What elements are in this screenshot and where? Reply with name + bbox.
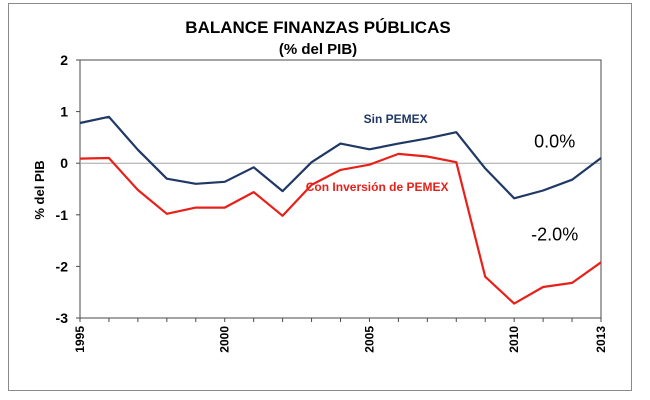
y-tick-label: 2 <box>60 52 68 68</box>
y-axis-ticks: 2 1 0 -1 -2 -3 <box>56 52 80 326</box>
y-tick-label: 1 <box>60 104 68 120</box>
y-axis-label: % del PIB <box>32 160 47 219</box>
x-tick-label: 2013 <box>594 326 608 353</box>
y-tick-label: -1 <box>56 207 69 223</box>
series-line-1 <box>79 152 602 305</box>
y-tick-label: -3 <box>56 310 69 326</box>
y-tick-label: 0 <box>60 155 68 171</box>
series-line-0 <box>79 115 602 200</box>
series-label-con-inversion-pemex: Con Inversión de PEMEX <box>306 180 449 194</box>
end-value-sin-pemex: 0.0% <box>534 132 575 152</box>
series-lines <box>79 115 602 305</box>
end-value-con-inversion-pemex: -2.0% <box>531 225 578 245</box>
x-tick-label: 2005 <box>362 326 376 353</box>
x-tick-label: 2010 <box>507 326 521 353</box>
chart-subtitle: (% del PIB) <box>279 41 357 58</box>
chart-title: BALANCE FINANZAS PÚBLICAS <box>185 18 450 37</box>
x-axis-ticks: 1995 2000 2005 2010 2013 <box>73 318 608 353</box>
series-label-sin-pemex: Sin PEMEX <box>364 112 428 126</box>
y-tick-label: -2 <box>56 258 69 274</box>
x-tick-label: 2000 <box>218 326 232 353</box>
x-tick-label: 1995 <box>73 326 87 353</box>
plot-area <box>79 59 602 319</box>
